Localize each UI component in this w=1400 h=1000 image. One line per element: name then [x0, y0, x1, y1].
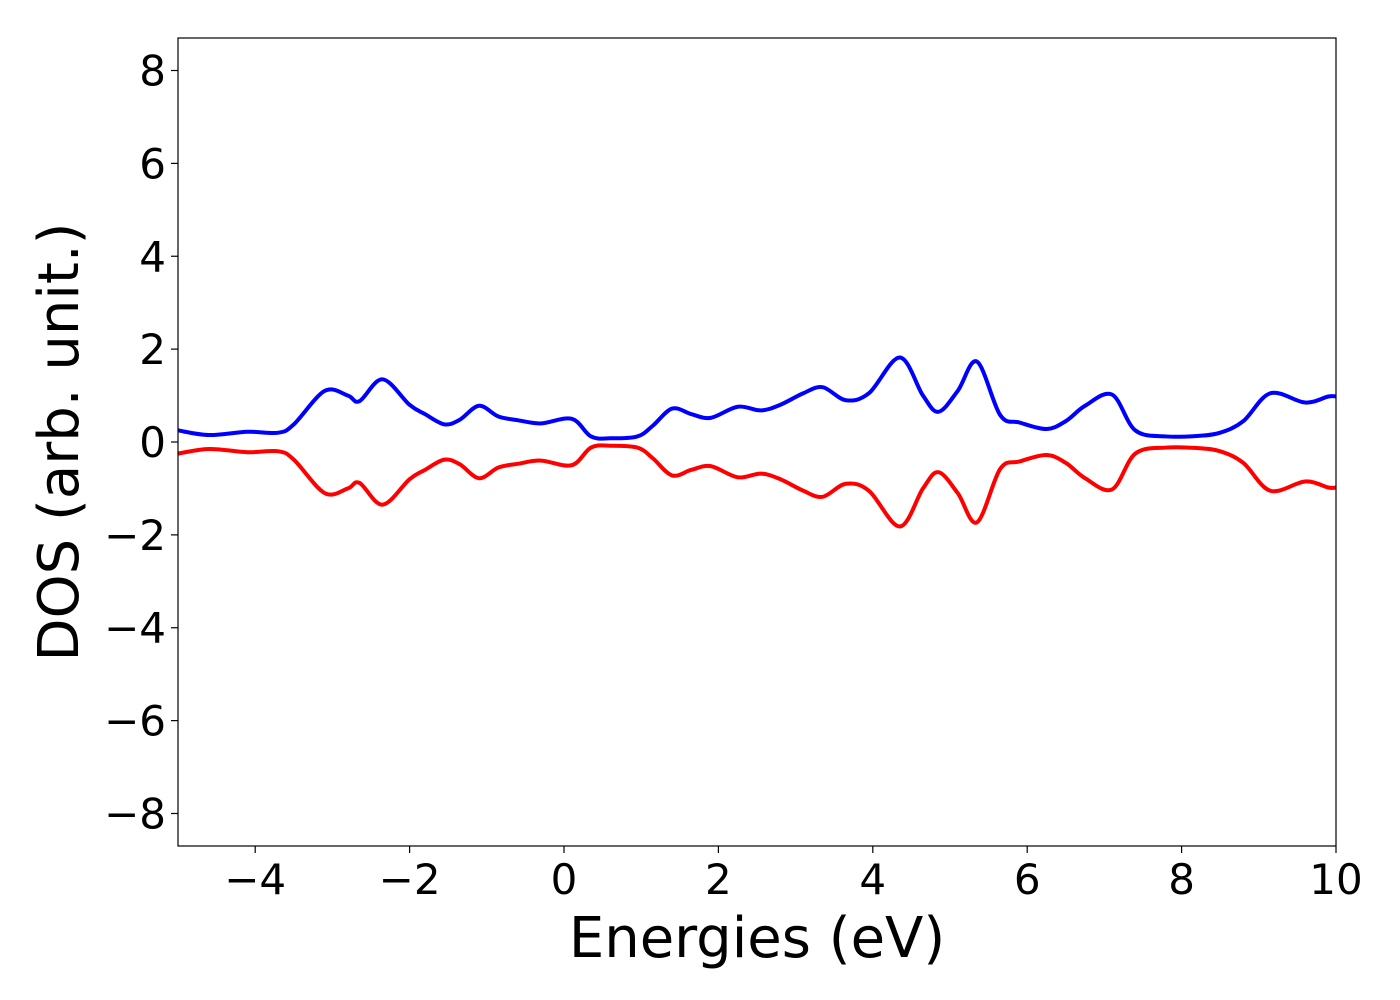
red-dos-line — [178, 443, 1336, 529]
x-tick-label: 0 — [551, 855, 578, 904]
y-tick-label: −4 — [104, 604, 166, 653]
y-tick-label: −2 — [104, 511, 166, 560]
y-tick-label: 4 — [139, 232, 166, 281]
x-tick-label: −2 — [379, 855, 441, 904]
y-axis-title: DOS (arb. unit.) — [27, 222, 92, 661]
y-axis: 8 6 4 2 0 −2 −4 −6 −8 — [104, 47, 178, 838]
y-tick-label: −6 — [104, 697, 166, 746]
y-tick-label: 6 — [139, 139, 166, 188]
x-tick-label: 8 — [1168, 855, 1195, 904]
x-tick-label: 6 — [1014, 855, 1041, 904]
x-axis-title: Energies (eV) — [569, 906, 945, 971]
x-tick-label: 4 — [859, 855, 886, 904]
y-tick-label: −8 — [104, 789, 166, 838]
y-tick-label: 0 — [139, 418, 166, 467]
x-tick-label: 2 — [705, 855, 732, 904]
series-layer — [178, 355, 1336, 529]
plot-frame — [177, 37, 1337, 847]
x-axis: −4 −2 0 2 4 6 8 10 — [224, 846, 1363, 904]
x-tick-label: 10 — [1309, 855, 1362, 904]
blue-dos-line — [178, 355, 1336, 441]
x-tick-label: −4 — [224, 855, 286, 904]
y-tick-label: 8 — [139, 47, 166, 96]
y-tick-label: 2 — [139, 325, 166, 374]
